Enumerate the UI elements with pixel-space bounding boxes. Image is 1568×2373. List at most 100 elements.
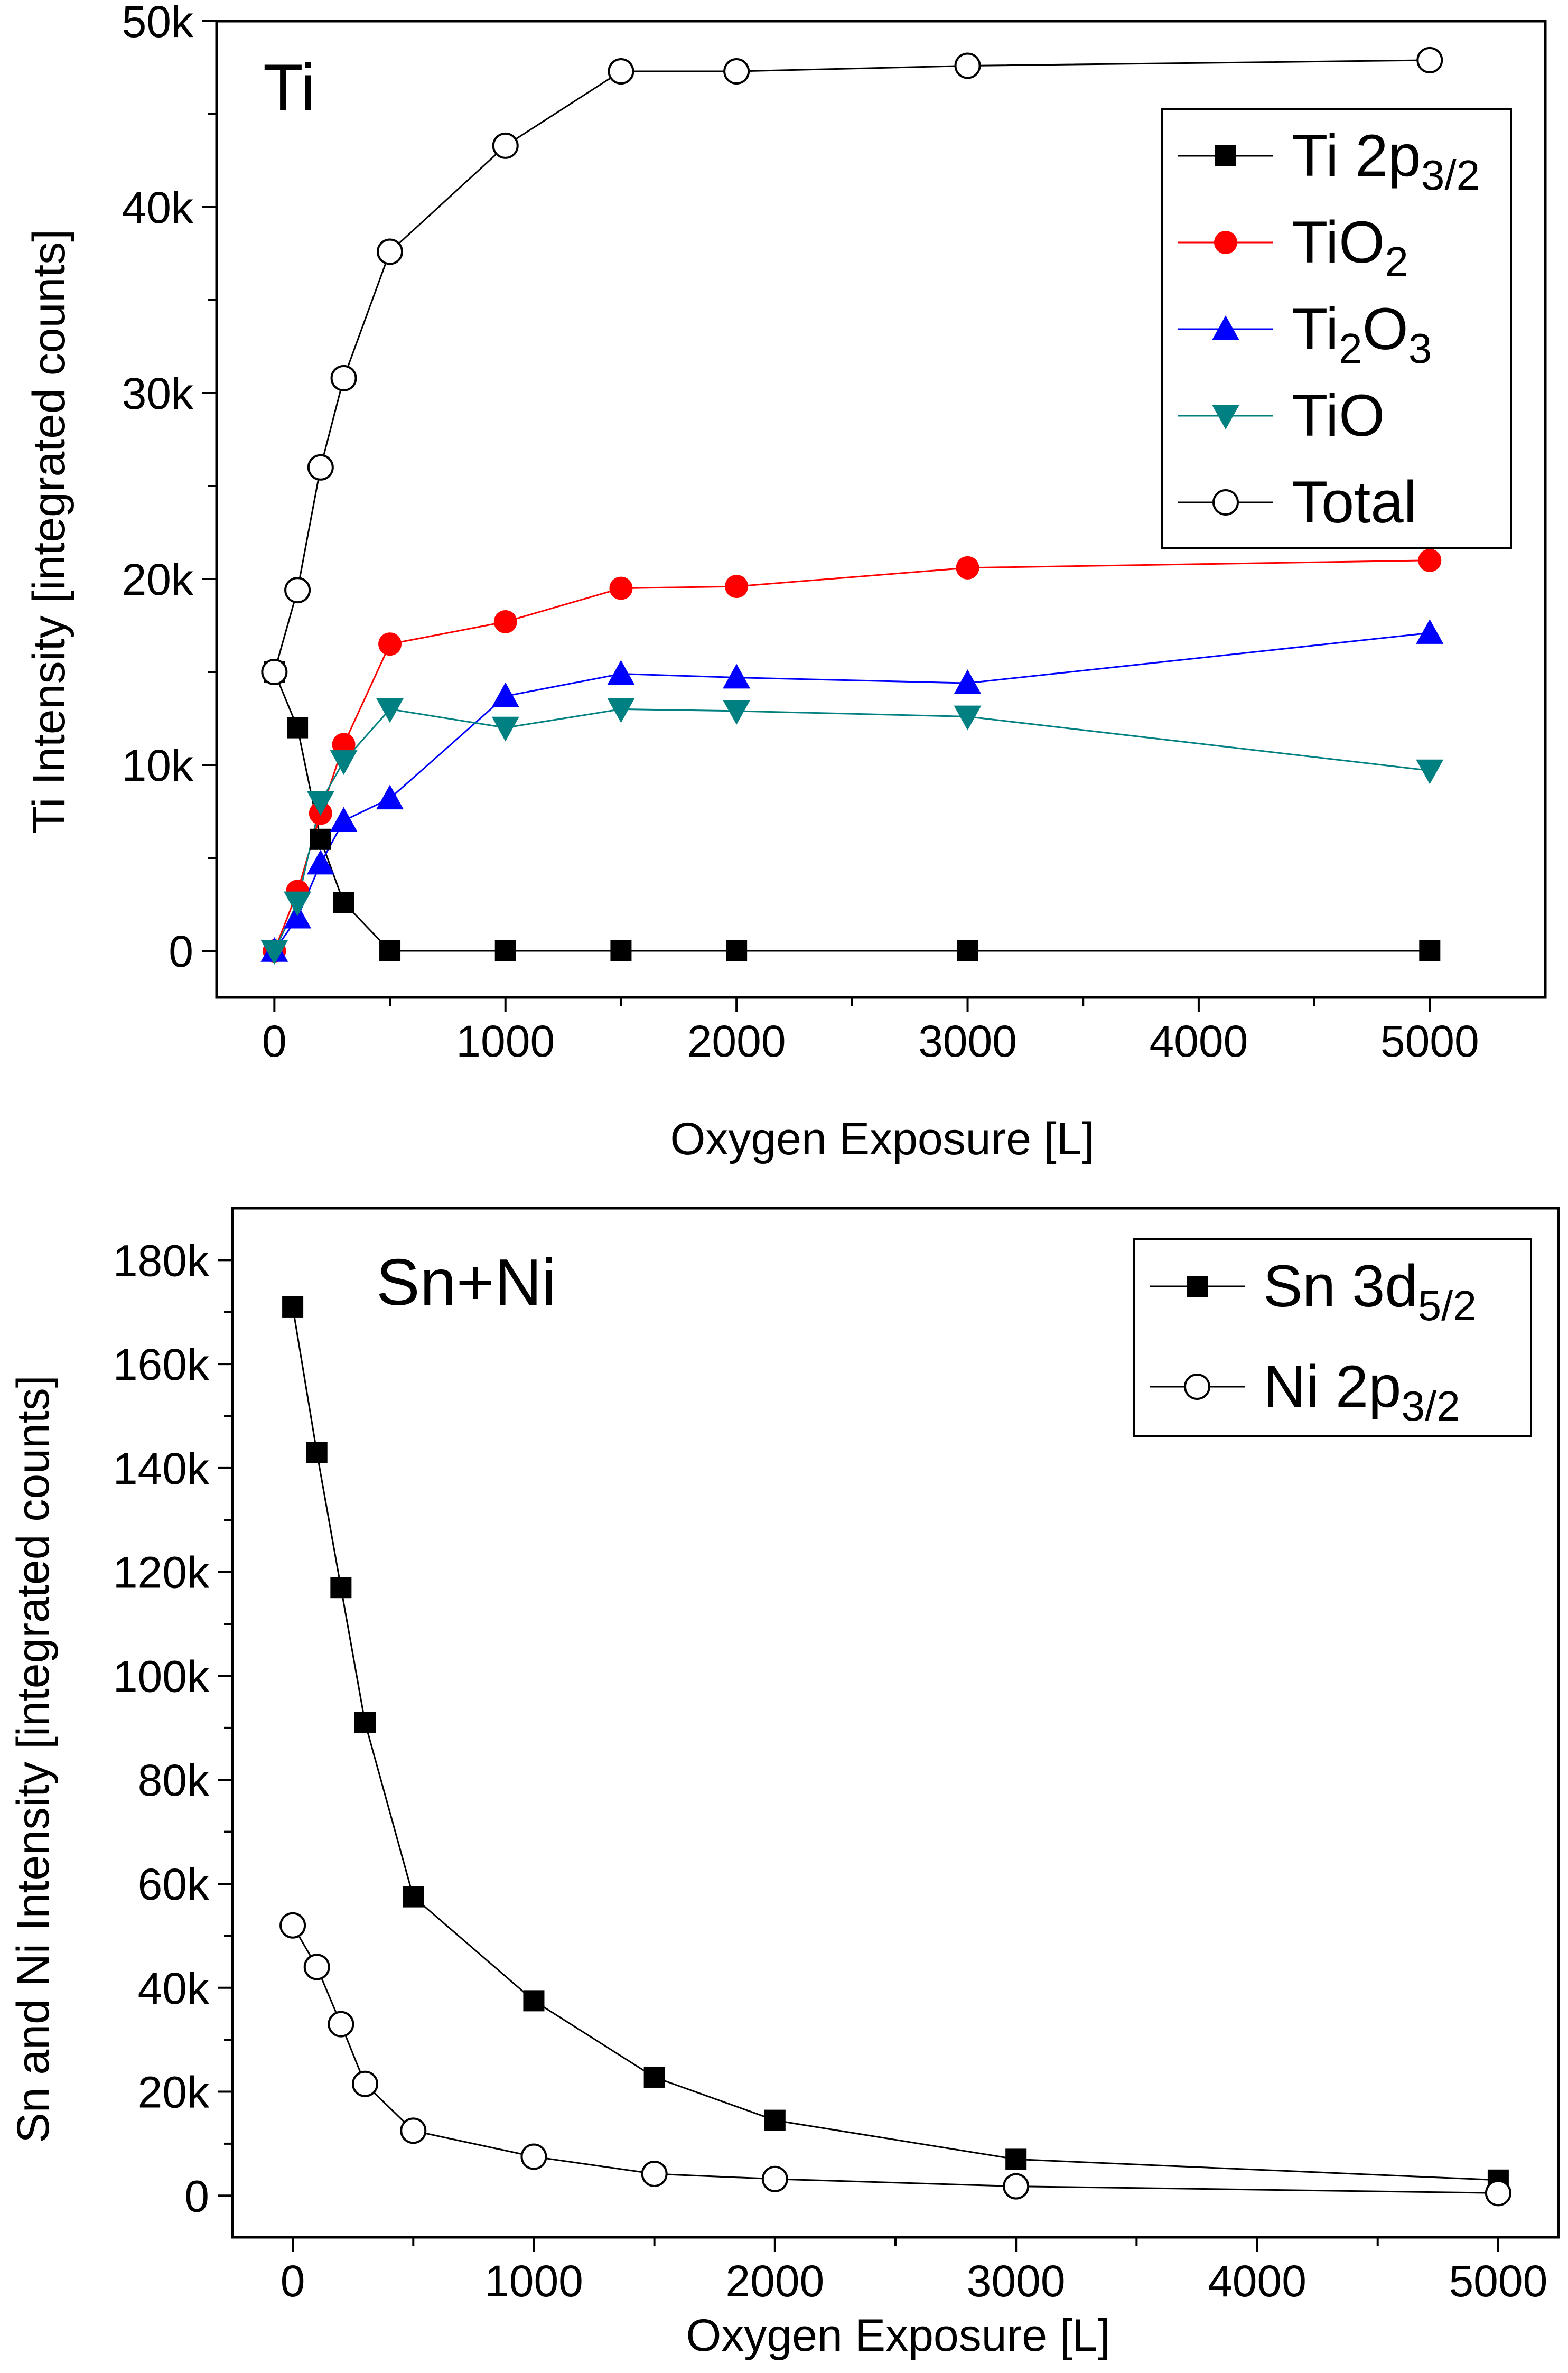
ti-legend-marker-3	[1212, 405, 1239, 429]
ti-panel: Ti Oxygen Exposure [L] Ti Intensity [int…	[24, 51, 1095, 1164]
snni-y-axis-title: Sn and Ni Intensity [integrated counts]	[8, 1375, 59, 2143]
ti-series-2-point-4	[376, 784, 404, 810]
ti-y-axis-title: Ti Intensity [integrated counts]	[24, 229, 74, 834]
snni-series-1-point-0	[279, 1912, 306, 1939]
ti-legend-marker-0	[1215, 145, 1236, 166]
ti-legend-name-1: TiO	[1292, 209, 1385, 275]
ti-series-1-point-5	[493, 610, 517, 633]
ti-legend-sub-1: 2	[1385, 238, 1408, 285]
ti-x-tick-label-0: 0	[262, 1016, 287, 1066]
ti-series-0-point-5	[494, 940, 516, 961]
snni-series-0-point-5	[523, 1990, 545, 2012]
ti-series-2-point-5	[491, 682, 519, 707]
ti-legend-marker-1	[1214, 231, 1237, 254]
ti-legend-label-4: Total	[1292, 469, 1417, 535]
ti-series-3-point-4	[376, 698, 404, 723]
ti-legend-marker-2	[1212, 315, 1239, 340]
ti-series-2-point-3	[330, 807, 358, 832]
ti-series-3-point-5	[491, 716, 519, 742]
ti-x-tick-label-3: 3000	[918, 1016, 1017, 1066]
ti-x-tick-label-2: 2000	[687, 1016, 786, 1066]
ti-series-3-point-6	[607, 698, 635, 723]
ti-legend-name-3: TiO	[1292, 382, 1385, 449]
snni-series-0-point-3	[354, 1712, 376, 1733]
ti-y-tick-label-4: 40k	[122, 183, 194, 232]
snni-series-1-point-4	[400, 2117, 427, 2144]
ti-x-tick-label-1: 1000	[456, 1016, 555, 1066]
snni-y-tick-label-3: 60k	[138, 1860, 210, 1909]
snni-panel: Sn+Ni Oxygen Exposure [L] Sn and Ni Inte…	[8, 1246, 1110, 2361]
ti-series-0-point-7	[726, 940, 748, 961]
ti-series-3-point-9	[1416, 759, 1444, 784]
ti-y-tick-label-2: 20k	[122, 555, 194, 604]
snni-series-1-point-6	[641, 2160, 668, 2187]
snni-series-0-point-6	[643, 2066, 665, 2088]
snni-y-tick-label-6: 120k	[113, 1548, 210, 1597]
snni-legend-box	[1133, 1238, 1532, 1437]
ti-series-1-point-7	[725, 575, 749, 599]
ti-panel-label: Ti	[263, 51, 315, 124]
snni-legend-label-0: Sn 3d5/2	[1263, 1253, 1477, 1329]
snni-panel-label: Sn+Ni	[376, 1246, 556, 1319]
ti-series-0-point-9	[1419, 940, 1441, 961]
snni-y-tick-label-9: 180k	[113, 1236, 210, 1285]
ti-series-0-point-3	[333, 892, 354, 913]
snni-series-1-line	[292, 1924, 1498, 2194]
ti-series-4-point-2	[307, 454, 334, 481]
snni-legend-sub-0: 5/2	[1418, 1282, 1477, 1329]
ti-series-0-point-8	[957, 940, 978, 961]
snni-series-0-point-0	[282, 1296, 304, 1318]
ti-series-0-point-6	[610, 940, 632, 961]
ti-legend-name-4: Total	[1292, 469, 1417, 535]
snni-y-tick-label-7: 140k	[113, 1444, 210, 1493]
snni-x-tick-label-3: 3000	[967, 2256, 1066, 2306]
snni-legend-marker-1	[1184, 1374, 1210, 1400]
snni-series-0-point-1	[306, 1442, 328, 1463]
ti-legend-sub-suffix-2: 3	[1408, 325, 1432, 372]
ti-legend-label-2: Ti2O3	[1292, 296, 1432, 372]
ti-legend-name-suffix-2: O	[1362, 296, 1408, 362]
ti-legend-marker-4	[1212, 489, 1239, 516]
ti-series-3-point-0	[260, 940, 288, 965]
ti-series-3-point-8	[954, 705, 982, 731]
ti-series-2-point-6	[607, 660, 635, 685]
snni-series-0-point-4	[403, 1886, 424, 1908]
ti-plot: 0 1000 2000 3000 4000 5000 0 10k 20k 30k 40k 50k Ti …	[122, 0, 1547, 1066]
snni-x-tick-label-2: 2000	[725, 2256, 824, 2306]
ti-legend-sub-0: 3/2	[1421, 152, 1480, 199]
ti-series-1-point-8	[956, 556, 979, 580]
ti-series-1-point-6	[609, 576, 633, 600]
ti-series-4-point-8	[954, 52, 981, 79]
snni-y-tick-label-0: 0	[184, 2171, 209, 2221]
ti-legend-name-2: Ti	[1292, 296, 1339, 362]
ti-series-2-point-7	[723, 664, 751, 689]
snni-y-tick-label-5: 100k	[113, 1651, 210, 1701]
ti-series-2-point-9	[1416, 619, 1444, 644]
snni-series-1-point-1	[303, 1954, 330, 1980]
ti-series-4-point-0	[261, 659, 288, 685]
snni-legend-marker-0	[1187, 1276, 1208, 1297]
ti-series-1-point-4	[378, 632, 402, 656]
snni-legend-name-1: Ni 2p	[1263, 1353, 1401, 1419]
ti-y-tick-label-3: 30k	[122, 369, 194, 418]
ti-series-4-point-9	[1416, 46, 1443, 73]
snni-y-tick-label-1: 20k	[138, 2068, 210, 2117]
snni-series-1-point-7	[761, 2165, 788, 2192]
ti-series-3-point-7	[723, 700, 751, 725]
snni-series-1-point-9	[1485, 2180, 1511, 2207]
snni-legend-sub-1: 3/2	[1401, 1382, 1460, 1430]
ti-series-0-point-2	[310, 828, 331, 850]
ti-series-1-point-9	[1418, 548, 1442, 572]
ti-y-tick-label-1: 10k	[122, 741, 194, 790]
snni-series-1-point-5	[520, 2143, 547, 2170]
ti-series-4-point-6	[608, 58, 634, 85]
ti-series-4-point-3	[330, 365, 357, 391]
snni-x-tick-label-5: 5000	[1449, 2256, 1547, 2306]
snni-x-tick-label-0: 0	[281, 2256, 305, 2306]
ti-series-0-line	[273, 671, 1430, 952]
snni-y-tick-label-8: 160k	[113, 1340, 210, 1389]
ti-series-3-point-3	[330, 750, 358, 775]
snni-series-0-line	[292, 1306, 1498, 2181]
snni-legend-name-0: Sn 3d	[1263, 1253, 1418, 1319]
